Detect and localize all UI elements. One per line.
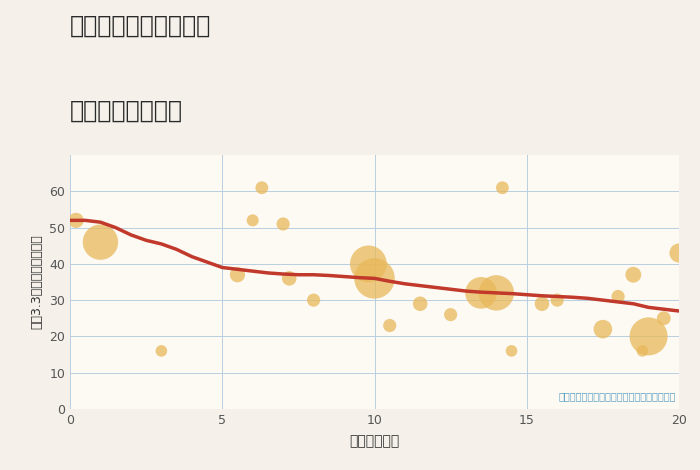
Point xyxy=(156,347,167,355)
Point xyxy=(247,217,258,224)
Point xyxy=(628,271,639,279)
Point xyxy=(95,238,106,246)
Text: 奈良県奈良市高樋町の: 奈良県奈良市高樋町の xyxy=(70,14,211,38)
Point xyxy=(497,184,508,191)
Point xyxy=(506,347,517,355)
Point xyxy=(491,289,502,297)
Point xyxy=(256,184,267,191)
Point xyxy=(597,325,608,333)
Point xyxy=(475,289,486,297)
Text: 駅距離別土地価格: 駅距離別土地価格 xyxy=(70,99,183,123)
Text: 円の大きさは、取引のあった物件面積を示す: 円の大きさは、取引のあった物件面積を示す xyxy=(559,392,676,402)
Point xyxy=(536,300,547,307)
Point xyxy=(552,297,563,304)
Point xyxy=(308,297,319,304)
Point xyxy=(277,220,289,228)
Point xyxy=(232,271,243,279)
Point xyxy=(414,300,426,307)
Point xyxy=(445,311,456,318)
Point xyxy=(284,274,295,282)
Point xyxy=(658,314,669,322)
Point xyxy=(643,333,655,340)
Point xyxy=(637,347,648,355)
Y-axis label: 坪（3.3㎡）単価（万円）: 坪（3.3㎡）単価（万円） xyxy=(31,235,43,329)
Point xyxy=(612,293,624,300)
Point xyxy=(363,260,374,267)
Point xyxy=(384,322,395,329)
X-axis label: 駅距離（分）: 駅距離（分） xyxy=(349,434,400,448)
Point xyxy=(673,249,685,257)
Point xyxy=(71,217,82,224)
Point xyxy=(369,274,380,282)
